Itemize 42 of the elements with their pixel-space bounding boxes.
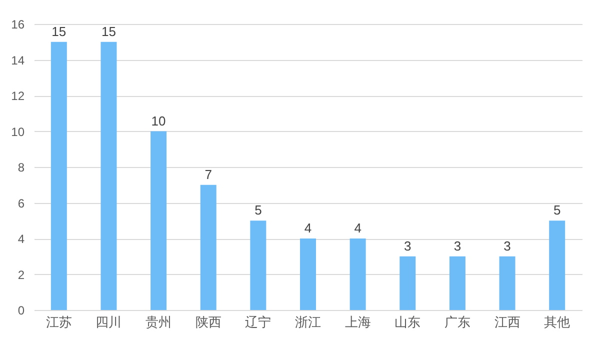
data-label: 3 [454,238,462,254]
bar [300,238,316,310]
data-label: 5 [553,202,561,218]
bar [549,220,566,310]
bar [250,220,266,310]
data-label: 4 [354,220,362,236]
bar [449,256,466,310]
y-tick-label: 8 [18,160,25,174]
bar [350,238,366,310]
data-label: 15 [101,24,116,39]
y-tick-label: 0 [18,304,25,318]
bar [499,256,516,310]
data-label: 10 [151,113,166,128]
x-tick-label: 山东 [394,314,421,330]
bar [50,42,67,310]
data-label: 4 [304,220,312,236]
x-tick-label: 贵州 [146,314,172,330]
x-tick-label: 辽宁 [245,314,272,330]
data-label: 5 [254,202,262,218]
x-tick-label: 广东 [444,314,470,330]
x-tick-label: 四川 [96,314,122,330]
x-tick-label: 江苏 [46,314,72,330]
x-tick-label: 其他 [544,314,570,330]
y-tick-label: 12 [11,89,25,103]
data-label: 7 [204,166,212,182]
y-tick-label: 4 [18,232,25,246]
x-tick-label: 浙江 [295,314,321,330]
data-label: 15 [52,24,66,39]
bar [200,184,216,310]
bar [400,256,416,310]
data-label: 3 [404,238,412,254]
y-tick-label: 10 [11,124,25,139]
x-tick-label: 陕西 [195,314,222,330]
y-tick-label: 6 [18,196,25,210]
x-tick-label: 上海 [344,314,371,330]
bar [100,42,117,310]
bar [150,131,167,310]
data-label: 3 [504,238,511,254]
y-tick-label: 2 [18,268,25,282]
y-tick-label: 16 [11,18,25,32]
x-tick-label: 江西 [494,314,520,330]
y-tick-label: 14 [11,53,25,68]
